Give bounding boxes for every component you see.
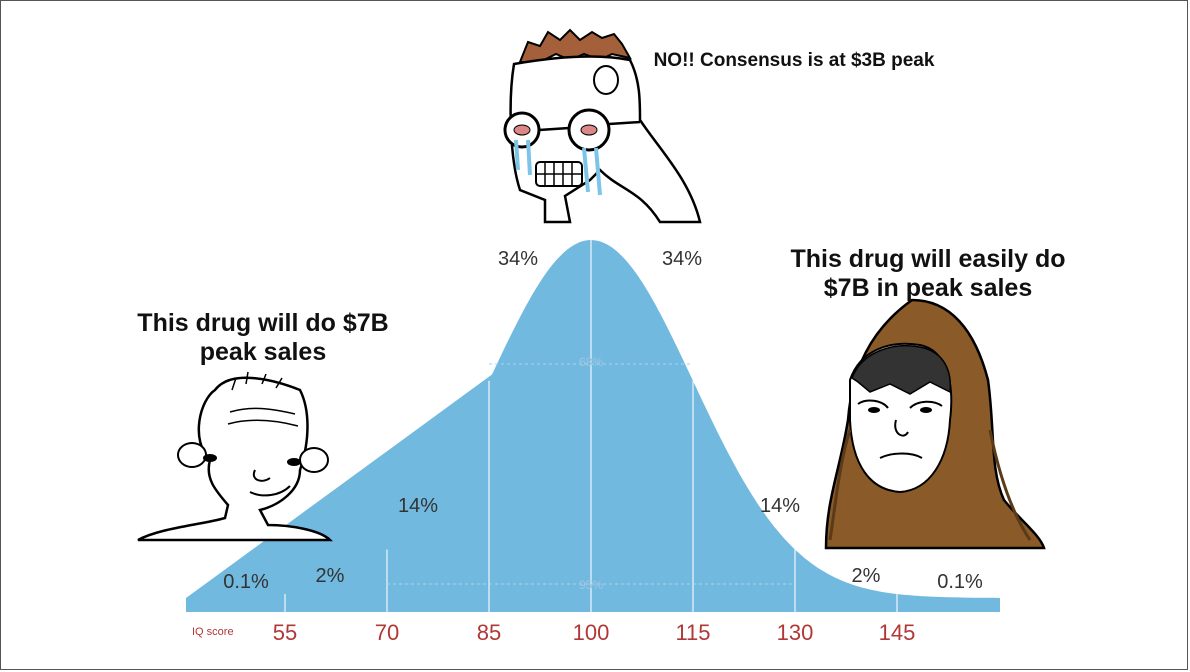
x-axis-title: IQ score (192, 626, 234, 638)
inner-label-95: 95% (579, 578, 603, 592)
x-tick-label-145: 145 (879, 620, 916, 645)
x-tick-label-70: 70 (375, 620, 399, 645)
band-label-1: 2% (316, 565, 345, 587)
band-label-7: 0.1% (937, 571, 983, 593)
x-tick-label-85: 85 (477, 620, 501, 645)
x-tick-label-55: 55 (273, 620, 297, 645)
x-tick-label-115: 115 (675, 620, 710, 645)
band-label-6: 2% (852, 565, 881, 587)
band-label-4: 34% (662, 248, 702, 270)
band-label-5: 14% (760, 495, 800, 517)
bald-wojak (137, 371, 334, 542)
x-tick-label-100: 100 (573, 620, 610, 645)
inner-label-68: 68% (579, 355, 603, 369)
bell-curve-area (186, 240, 1000, 612)
hooded-wojak (824, 298, 1046, 550)
right-caption: This drug will easily do $7B in peak sal… (790, 245, 1066, 302)
left-caption: This drug will do $7B peak sales (137, 309, 389, 366)
x-tick-label-130: 130 (777, 620, 814, 645)
top-caption: NO!! Consensus is at $3B peak (653, 50, 935, 71)
band-label-2: 14% (398, 495, 438, 517)
crying-glasses-wojak (503, 28, 702, 224)
band-label-3: 34% (498, 248, 538, 270)
band-label-0: 0.1% (223, 571, 269, 593)
